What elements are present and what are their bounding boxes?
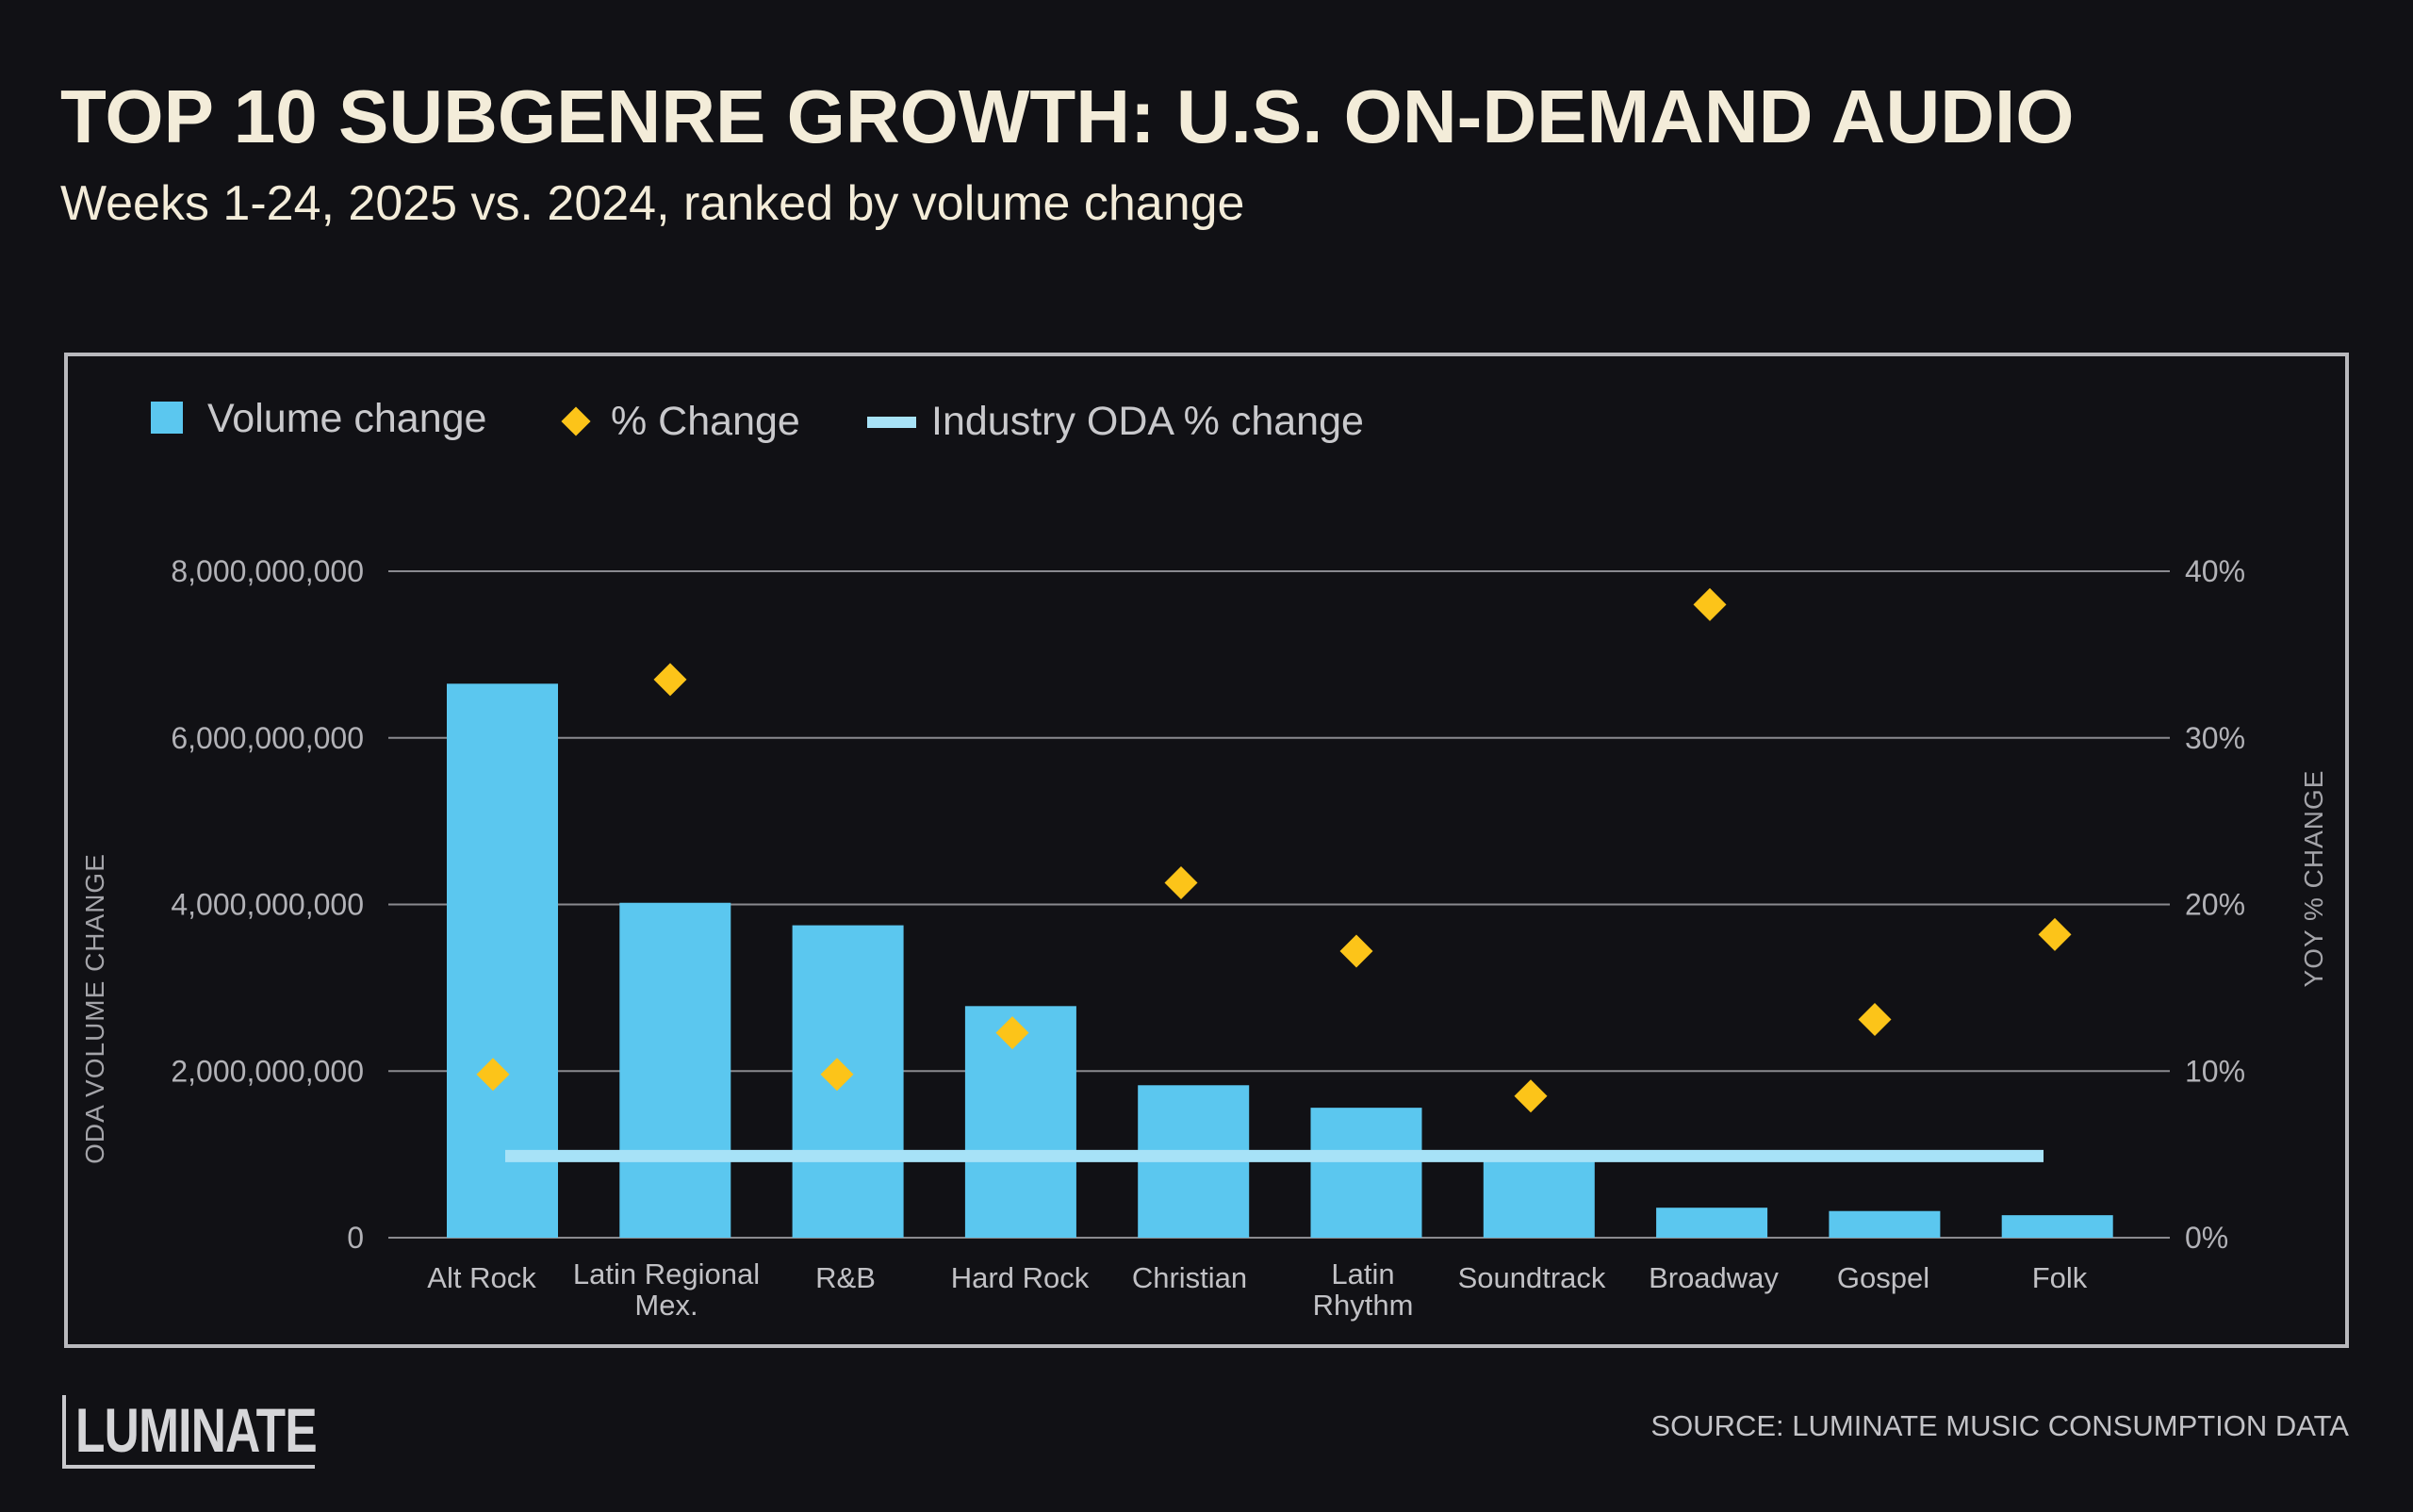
logo-text: LUMINATE — [75, 1395, 318, 1465]
category-label: Alt Rock — [427, 1261, 536, 1294]
category-labels: Alt Rock Latin Regional Mex. R&B Hard Rock Ch… — [427, 1257, 2087, 1322]
category-label: Folk — [2032, 1261, 2088, 1294]
left-axis-title: ODA VOLUME CHANGE — [80, 853, 109, 1164]
legend: Volume change % Change Industry ODA % ch… — [151, 396, 1364, 444]
left-tick-label: 8,000,000,000 — [171, 554, 364, 588]
legend-industry-swatch — [867, 417, 916, 428]
right-tick-label: 20% — [2185, 888, 2245, 922]
volume-bar — [792, 925, 904, 1238]
pct-change-marker — [1514, 1079, 1548, 1113]
volume-bar — [1829, 1210, 1941, 1238]
right-axis-title: YOY % CHANGE — [2299, 770, 2328, 988]
pct-change-markers — [476, 587, 2072, 1113]
legend-volume-label: Volume change — [207, 396, 486, 441]
category-label: R&B — [815, 1261, 876, 1294]
volume-bars — [447, 683, 2113, 1238]
right-axis-ticks: 0% 10% 20% 30% 40% — [2185, 554, 2245, 1255]
volume-bar — [1310, 1108, 1422, 1238]
pct-change-marker — [1164, 866, 1198, 900]
right-tick-label: 0% — [2185, 1221, 2228, 1255]
pct-change-marker — [820, 1058, 854, 1092]
right-tick-label: 10% — [2185, 1054, 2245, 1088]
left-tick-label: 4,000,000,000 — [171, 888, 364, 922]
category-label: Christian — [1132, 1261, 1247, 1294]
chart-frame — [64, 353, 2349, 1348]
pct-change-marker — [1339, 934, 1373, 968]
legend-pct-swatch — [561, 406, 591, 436]
volume-bar — [447, 683, 558, 1238]
luminate-logo: LUMINATE — [62, 1395, 318, 1469]
pct-change-marker — [1858, 1002, 1892, 1036]
left-tick-label: 6,000,000,000 — [171, 721, 364, 755]
category-label: Hard Rock — [951, 1261, 1090, 1294]
category-label: Soundtrack — [1458, 1261, 1606, 1294]
volume-bar — [964, 1006, 1076, 1238]
left-axis-ticks: 0 2,000,000,000 4,000,000,000 6,000,000,000… — [171, 554, 364, 1255]
category-label: Broadway — [1649, 1261, 1779, 1294]
legend-industry-label: Industry ODA % change — [931, 399, 1364, 444]
legend-pct-label: % Change — [611, 399, 800, 444]
volume-bar — [1656, 1208, 1768, 1238]
pct-change-marker — [1693, 587, 1727, 621]
volume-bar — [2001, 1215, 2113, 1238]
pct-change-marker — [653, 663, 687, 697]
left-tick-label: 0 — [347, 1221, 364, 1255]
right-tick-label: 40% — [2185, 554, 2245, 588]
chart-title: TOP 10 SUBGENRE GROWTH: U.S. ON-DEMAND A… — [60, 74, 2075, 158]
source-note: SOURCE: LUMINATE MUSIC CONSUMPTION DATA — [1650, 1409, 2349, 1442]
volume-bar — [619, 902, 731, 1238]
legend-volume-swatch — [151, 402, 183, 434]
pct-change-marker — [995, 1016, 1029, 1050]
pct-change-marker — [2038, 917, 2072, 951]
category-label: Latin Regional Mex. — [573, 1257, 760, 1322]
category-label: Latin Rhythm — [1313, 1257, 1414, 1322]
left-tick-label: 2,000,000,000 — [171, 1054, 364, 1088]
volume-bar — [1483, 1154, 1595, 1238]
right-tick-label: 30% — [2185, 721, 2245, 755]
chart-subtitle: Weeks 1-24, 2025 vs. 2024, ranked by vol… — [60, 176, 1245, 231]
category-label: Gospel — [1837, 1261, 1929, 1294]
pct-change-marker — [476, 1058, 510, 1092]
